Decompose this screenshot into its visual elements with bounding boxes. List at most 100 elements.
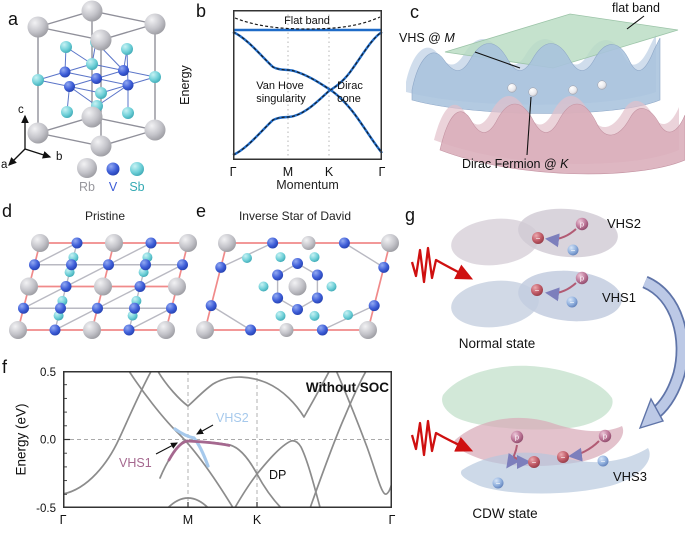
annotation-arrows xyxy=(155,424,214,455)
flat-band-annotation: flat band xyxy=(612,1,660,15)
v-atoms xyxy=(205,237,390,336)
photon-pulse-icon xyxy=(410,246,474,284)
panel-label-c: c xyxy=(410,2,419,22)
f-ytick-m05: -0.5 xyxy=(36,503,56,515)
scattering-arrows-cdw xyxy=(506,440,600,469)
g-vhs2-label: VHS2 xyxy=(607,216,641,231)
without-soc-note: Without SOC xyxy=(306,380,389,395)
v-atoms xyxy=(18,237,188,336)
blue-surface xyxy=(411,37,661,114)
dirac-label-line1: Dirac xyxy=(337,80,363,92)
inverse-star-of-david-lattice xyxy=(196,234,399,339)
hole-sphere: − xyxy=(532,232,544,244)
dirac-label-line2: cone xyxy=(337,93,361,105)
pristine-lattice xyxy=(9,234,197,339)
b-ylabel: Energy xyxy=(178,65,192,105)
f-xtick-gamma2: Γ xyxy=(389,513,396,527)
svg-text:p: p xyxy=(580,220,584,229)
lower-band-dashed xyxy=(232,31,383,156)
svg-text:−: − xyxy=(536,234,541,243)
e-title: Inverse Star of David xyxy=(238,209,352,223)
plot-frame xyxy=(63,371,392,508)
band-line xyxy=(156,371,331,418)
phonon-sphere: p xyxy=(510,430,524,444)
band-line xyxy=(335,371,392,495)
normal-state-saddles xyxy=(451,208,622,328)
svg-text:p: p xyxy=(580,274,584,283)
dirac-point-spheres xyxy=(507,80,607,97)
g-vhs1-label: VHS1 xyxy=(602,290,636,305)
flat-band-dashed xyxy=(234,16,381,30)
f-xtick-m: M xyxy=(183,513,193,527)
schematic-band-plot: Flat band Van Hove singularity Dirac con… xyxy=(230,10,386,179)
svg-text:−: − xyxy=(570,298,575,307)
axis-a-label: a xyxy=(1,159,8,171)
legend-label-rb: Rb xyxy=(79,180,95,194)
hole-sphere: − xyxy=(528,456,540,468)
electron-sphere: − xyxy=(566,296,578,308)
phonon-sphere: p xyxy=(598,429,612,443)
svg-text:−: − xyxy=(561,453,566,462)
rb-atoms xyxy=(27,0,166,157)
vhs-label-line2: singularity xyxy=(256,93,306,105)
band-line xyxy=(233,439,322,508)
rb-atoms xyxy=(196,234,399,339)
vhs2-band-highlight xyxy=(173,427,210,468)
vhs-at-m-annotation: VHS @ M xyxy=(399,31,455,45)
svg-text:p: p xyxy=(515,433,519,442)
vhs1-label: VHS1 xyxy=(119,456,152,470)
legend-label-v: V xyxy=(109,180,118,194)
f-ytick-00: 0.0 xyxy=(40,435,56,447)
panel-label-d: d xyxy=(2,201,13,221)
svg-text:−: − xyxy=(601,457,606,466)
axis-c-label: c xyxy=(18,104,24,116)
hole-sphere: − xyxy=(531,284,543,296)
f-xtick-k: K xyxy=(253,513,262,527)
sb-atoms xyxy=(242,252,353,321)
panel-label-e: e xyxy=(196,201,207,221)
flat-band-label: Flat band xyxy=(284,15,330,27)
upper-band-dashed xyxy=(232,31,383,154)
plot-frame xyxy=(233,10,382,160)
band-structure-plot: 0.5 0.0 -0.5 Γ M K Γ Without SOC VHS2 VH… xyxy=(36,367,395,527)
b-xtick-k: K xyxy=(325,165,334,179)
axis-triad xyxy=(8,114,52,166)
b-xlabel: Momentum xyxy=(276,178,339,192)
annotation-leader-lines xyxy=(474,15,645,156)
svg-text:−: − xyxy=(496,479,501,488)
svg-text:−: − xyxy=(535,286,540,295)
panel-label-a: a xyxy=(8,9,19,29)
dirac-fermion-annotation: Dirac Fermion @ K xyxy=(462,157,569,171)
electron-sphere: − xyxy=(492,477,504,489)
phonon-sphere: p xyxy=(575,271,589,285)
band-surfaces-3d xyxy=(406,13,685,175)
f-ytick-05: 0.5 xyxy=(40,367,56,379)
electron-sphere: − xyxy=(567,244,579,256)
d-title: Pristine xyxy=(84,209,125,223)
panel-label-f: f xyxy=(2,357,8,377)
panel-label-g: g xyxy=(405,205,416,225)
vhs2-label: VHS2 xyxy=(216,411,249,425)
vhs1-band-highlight xyxy=(167,439,231,462)
b-xtick-m: M xyxy=(283,165,293,179)
panel-label-b: b xyxy=(196,1,207,21)
scattering-arrows-normal xyxy=(545,228,577,302)
g-vhs3-label: VHS3 xyxy=(613,469,647,484)
dp-label: DP xyxy=(269,468,286,482)
phonon-sphere: p xyxy=(575,217,589,231)
legend-spheres xyxy=(77,158,144,178)
crystal-structure-diagram: c b a Rb V Sb xyxy=(1,0,166,194)
svg-text:p: p xyxy=(603,432,607,441)
electron-sphere: − xyxy=(597,455,609,467)
b-xtick-gamma1: Γ xyxy=(230,165,237,179)
transition-arrow xyxy=(638,276,685,430)
svg-text:−: − xyxy=(532,458,537,467)
cdw-state-label: CDW state xyxy=(472,506,537,521)
sb-atoms xyxy=(53,252,153,321)
band-line xyxy=(63,371,153,495)
svg-text:−: − xyxy=(571,246,576,255)
axis-b-label: b xyxy=(56,151,62,163)
unit-cell-edges xyxy=(37,10,156,147)
f-ylabel: Energy (eV) xyxy=(13,403,29,476)
